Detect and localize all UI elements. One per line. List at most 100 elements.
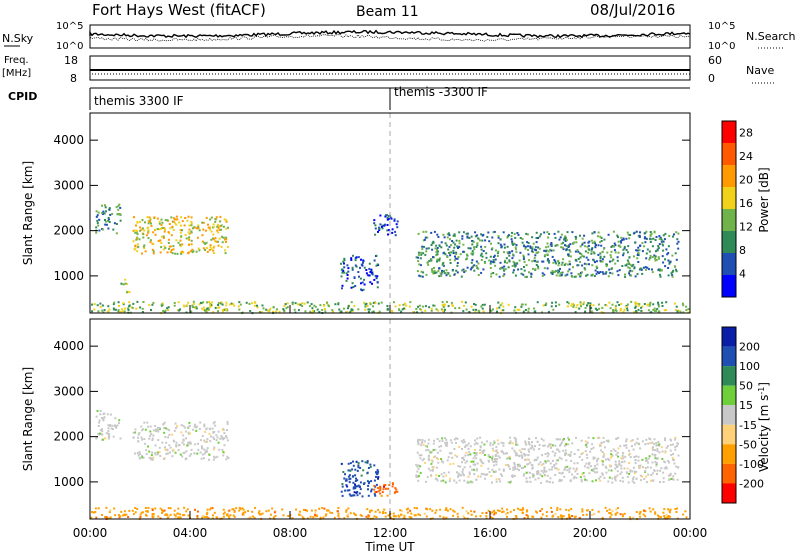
data-cell [341,494,344,497]
data-cell [152,515,155,518]
data-cell [375,483,378,486]
data-cell [140,511,143,514]
data-cell [363,278,365,281]
data-cell [367,308,370,311]
data-cell [427,438,430,441]
data-cell [620,467,623,470]
data-cell [254,301,257,304]
data-cell [603,255,606,258]
data-cell [117,309,120,312]
data-cell [202,221,205,224]
data-cell [666,253,669,256]
data-cell [546,455,549,458]
data-cell [177,241,180,244]
data-cell [212,436,215,439]
data-cell [211,507,214,510]
data-cell [400,310,403,313]
data-cell [112,303,115,306]
data-cell [576,249,579,252]
data-cell [556,459,559,462]
data-cell [167,436,170,439]
data-cell [548,261,551,264]
data-cell [518,259,521,262]
data-cell [582,255,585,258]
data-cell [530,463,533,466]
data-cell [566,465,569,468]
data-cell [541,272,544,275]
data-cell [169,451,171,454]
data-cell [457,465,460,468]
data-cell [648,304,651,307]
data-cell [90,516,93,519]
data-cell [535,510,537,513]
data-cell [566,231,569,234]
data-cell [670,272,673,275]
colorbar-swatch [722,253,736,275]
data-cell [442,264,445,267]
data-cell [494,459,497,462]
data-cell [629,516,631,519]
data-cell [223,432,226,435]
data-cell [649,233,652,236]
data-cell [101,211,104,214]
data-cell [356,469,359,472]
data-cell [472,457,475,460]
data-cell [648,507,651,510]
data-cell [190,453,192,456]
data-cell [634,462,637,465]
data-cell [581,243,584,246]
data-cell [340,275,343,278]
data-cell [256,304,258,307]
data-cell [456,271,459,274]
data-cell [611,510,614,512]
data-cell [531,467,534,470]
data-cell [190,250,193,253]
data-cell [657,514,659,517]
data-cell [589,302,592,305]
data-cell [162,510,165,512]
data-cell [477,262,480,265]
data-cell [607,439,610,442]
data-cell [473,455,476,457]
data-cell [185,237,188,240]
data-cell [449,439,452,442]
data-cell [331,310,334,313]
data-cell [421,459,424,462]
data-cell [201,447,204,450]
data-cell [534,246,537,249]
data-cell [601,472,604,475]
data-cell [183,506,186,509]
data-cell [608,464,611,467]
data-cell [528,450,531,453]
data-cell [468,237,471,239]
data-cell [208,301,211,303]
data-cell [631,480,634,483]
data-cell [391,311,394,314]
data-cell [357,271,360,273]
data-cell [655,250,657,253]
data-cell [177,309,179,312]
data-cell [671,271,674,273]
data-cell [649,234,652,237]
data-cell [582,303,585,306]
data-cell [352,460,354,463]
data-cell [519,508,522,511]
data-cell [663,467,666,470]
data-cell [506,236,509,239]
data-cell [160,246,163,249]
data-cell [225,435,227,437]
data-cell [375,277,378,279]
data-cell [119,219,122,222]
data-cell [456,455,459,458]
data-cell [135,238,138,241]
data-cell [420,270,423,273]
data-cell [563,475,566,478]
data-cell [97,211,100,214]
data-cell [222,225,225,228]
data-cell [551,243,553,246]
data-cell [464,446,467,448]
data-cell [541,454,544,457]
data-cell [507,457,510,460]
data-cell [469,465,472,468]
